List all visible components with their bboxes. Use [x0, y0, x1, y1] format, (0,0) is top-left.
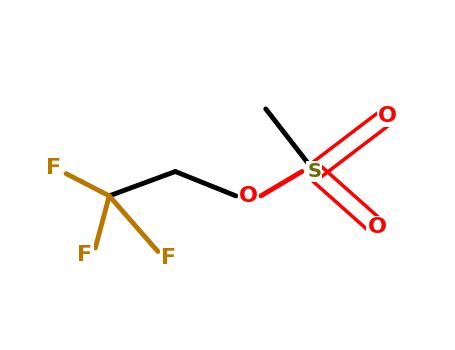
Text: O: O	[378, 106, 397, 126]
Text: S: S	[308, 162, 322, 181]
Text: O: O	[368, 217, 387, 237]
Text: O: O	[239, 186, 258, 206]
Text: F: F	[161, 248, 176, 268]
Text: F: F	[46, 158, 61, 178]
Text: F: F	[77, 245, 92, 265]
